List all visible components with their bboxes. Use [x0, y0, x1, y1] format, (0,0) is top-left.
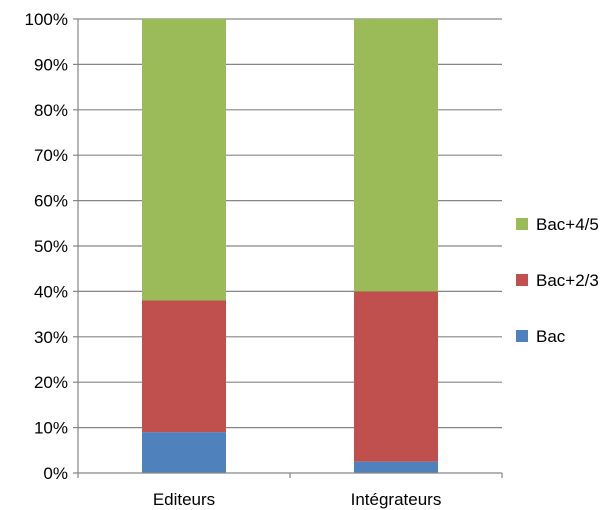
bar-segment-bac-2-3 [142, 300, 226, 433]
x-axis-category-labels: Editeurs Intégrateurs [153, 490, 442, 509]
y-tick-label: 50% [34, 237, 68, 256]
x-category-label: Editeurs [153, 490, 215, 509]
y-axis-tick-labels: 0% 10% 20% 30% 40% 50% 60% 70% 80% 90% 100% [25, 10, 68, 483]
legend-label: Bac [536, 327, 566, 346]
y-tick-label: 40% [34, 282, 68, 301]
y-tick-label: 0% [43, 464, 68, 483]
y-tick-label: 80% [34, 101, 68, 120]
bars [142, 19, 438, 473]
y-tick-label: 70% [34, 146, 68, 165]
legend-swatch [516, 218, 528, 230]
legend-label: Bac+4/5 [536, 215, 599, 234]
y-tick-label: 10% [34, 419, 68, 438]
bar-segment-bac [354, 461, 438, 473]
bar-segment-bac-4-5 [142, 19, 226, 301]
axes [73, 18, 503, 478]
gridlines [78, 18, 502, 429]
legend-swatch [516, 330, 528, 342]
bar-segment-bac-4-5 [354, 19, 438, 292]
y-tick-label: 100% [25, 10, 68, 29]
legend-item: Bac [516, 327, 566, 346]
legend-swatch [516, 274, 528, 286]
y-tick-label: 90% [34, 55, 68, 74]
bar-segment-bac-2-3 [354, 291, 438, 462]
y-tick-label: 20% [34, 373, 68, 392]
legend: Bac+4/5 Bac+2/3 Bac [516, 215, 599, 346]
x-category-label: Intégrateurs [351, 490, 442, 509]
legend-item: Bac+4/5 [516, 215, 599, 234]
legend-label: Bac+2/3 [536, 271, 599, 290]
legend-item: Bac+2/3 [516, 271, 599, 290]
y-tick-label: 60% [34, 192, 68, 211]
bar-segment-bac [142, 432, 226, 473]
y-tick-label: 30% [34, 328, 68, 347]
